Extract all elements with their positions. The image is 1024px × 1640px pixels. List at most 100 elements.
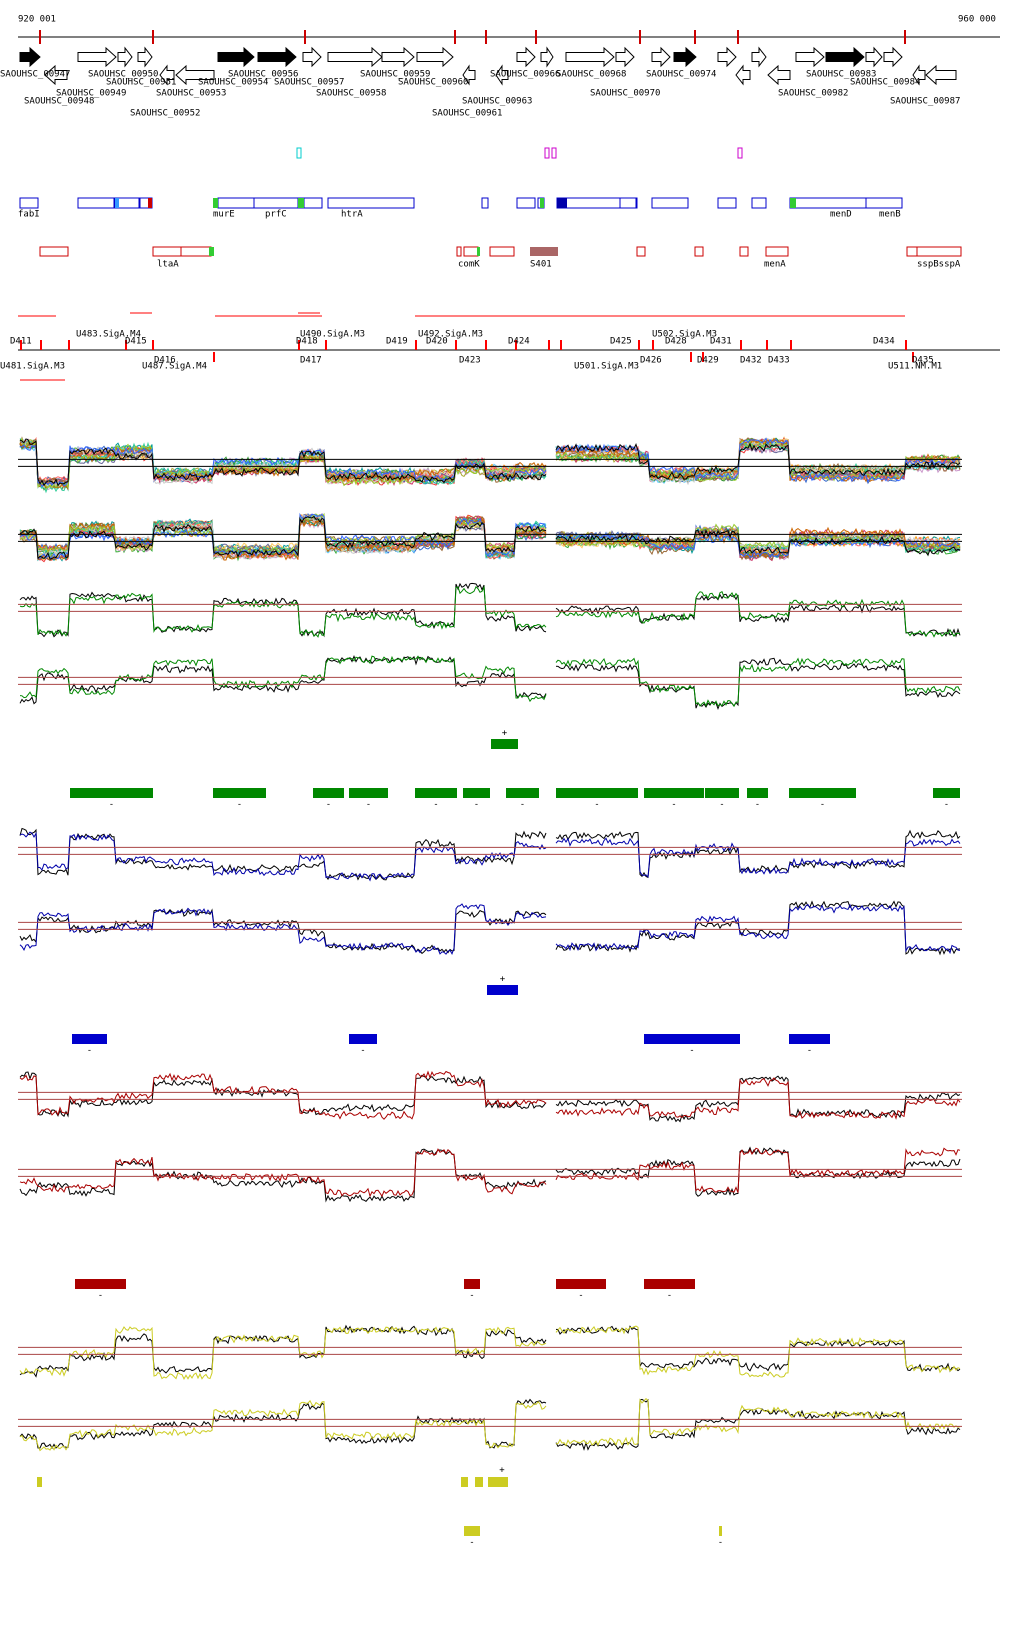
gene-label: SAOUHSC_00949	[56, 89, 126, 99]
profile-trace	[19, 831, 961, 882]
profile-trace	[19, 1398, 961, 1451]
element-label: D417	[300, 356, 322, 366]
element-label: D424	[508, 337, 530, 347]
strand-bar	[475, 1477, 483, 1487]
gene-arrow	[516, 46, 536, 68]
strand-bar	[213, 788, 266, 798]
element-tick	[766, 340, 768, 350]
gene-arrow	[565, 46, 615, 68]
strand-label: -	[98, 1291, 103, 1301]
feature-box	[739, 246, 749, 257]
feature-box	[916, 246, 962, 257]
feature-mark	[148, 198, 152, 208]
feature-box	[906, 246, 918, 257]
gene-arrow	[735, 64, 751, 86]
feature-mark	[540, 198, 544, 208]
strand-label: -	[755, 800, 760, 810]
gene-label: SAOUHSC_00968	[556, 70, 626, 80]
gene-label: SAOUHSC_00963	[462, 97, 532, 107]
gene-arrow	[925, 64, 957, 86]
gene-arrow	[717, 46, 737, 68]
strand-label: -	[87, 1046, 92, 1056]
element-tick	[690, 352, 692, 362]
gene-label: SAOUHSC_00970	[590, 89, 660, 99]
profile-trace	[19, 438, 961, 494]
feature-box	[253, 197, 299, 209]
element-tick	[560, 340, 562, 350]
strand-bar	[644, 788, 704, 798]
element-label: U501.SigA.M3	[574, 362, 639, 372]
gene-label: SAOUHSC_00952	[130, 109, 200, 119]
gene-label: SAOUHSC_00966	[490, 70, 560, 80]
gene-label: SAOUHSC_00951	[106, 78, 176, 88]
strand-label: -	[718, 1538, 723, 1548]
feature-box	[717, 197, 737, 209]
gene-label: SAOUHSC_00957	[274, 78, 344, 88]
feature-label: fabI	[18, 210, 40, 220]
element-tick	[638, 340, 640, 350]
feature-label: S401	[530, 260, 552, 270]
element-label: U490.SigA.M3	[300, 330, 365, 340]
gene-arrow	[327, 46, 383, 68]
element-tick	[702, 352, 704, 362]
profile-trace	[19, 438, 961, 487]
element-tick	[415, 340, 417, 350]
strand-label: -	[326, 800, 331, 810]
gene-arrow	[912, 64, 926, 86]
element-tick	[790, 340, 792, 350]
strand-label: -	[474, 800, 479, 810]
strand-label: -	[109, 800, 114, 810]
strand-label: -	[578, 1291, 583, 1301]
element-label: U511.NM.M1	[888, 362, 942, 372]
element-label: D431	[710, 337, 732, 347]
element-tick	[905, 340, 907, 350]
feature-box	[152, 246, 182, 257]
feature-label: comK	[458, 260, 480, 270]
feature-box	[651, 197, 689, 209]
strand-bar	[644, 1034, 740, 1044]
feature-box	[217, 197, 255, 209]
gene-arrow	[44, 64, 68, 86]
strand-bar	[349, 1034, 377, 1044]
gene-arrow	[117, 46, 133, 68]
element-label: U481.SigA.M3	[0, 362, 65, 372]
gene-arrow	[302, 46, 322, 68]
feature-box	[619, 197, 637, 209]
gene-arrow	[883, 46, 903, 68]
feature-box	[481, 197, 489, 209]
element-label: D411	[10, 337, 32, 347]
element-tick	[455, 340, 457, 350]
element-tick	[325, 340, 327, 350]
gene-arrow	[416, 46, 454, 68]
gene-arrow	[865, 46, 883, 68]
marker	[737, 147, 743, 159]
profile-trace	[19, 1071, 961, 1123]
feature-label: prfC	[265, 210, 287, 220]
profile-trace	[19, 582, 961, 638]
strand-bar	[719, 1526, 722, 1536]
profile-trace	[19, 655, 961, 711]
feature-mark	[213, 198, 218, 208]
strand-label: -	[469, 1291, 474, 1301]
ruler-start: 920 001	[18, 15, 56, 25]
strand-bar	[463, 788, 490, 798]
feature-label: murE	[213, 210, 235, 220]
strand-label: +	[502, 729, 508, 739]
ruler-end: 960 000	[958, 15, 996, 25]
feature-box	[765, 246, 789, 257]
element-tick	[40, 340, 42, 350]
gene-label: SAOUHSC_00960	[398, 78, 468, 88]
gene-label: SAOUHSC_00950	[88, 70, 158, 80]
feature-label: menD	[830, 210, 852, 220]
strand-label: -	[433, 800, 438, 810]
gene-arrow	[651, 46, 671, 68]
element-tick	[740, 340, 742, 350]
profile-trace	[19, 585, 961, 638]
feature-mark	[298, 198, 304, 208]
gene-label: SAOUHSC_00982	[778, 89, 848, 99]
gene-label: SAOUHSC_00983	[806, 70, 876, 80]
gene-arrow	[19, 46, 41, 68]
gene-arrow	[257, 46, 297, 68]
feature-box	[751, 197, 767, 209]
strand-label: -	[719, 800, 724, 810]
